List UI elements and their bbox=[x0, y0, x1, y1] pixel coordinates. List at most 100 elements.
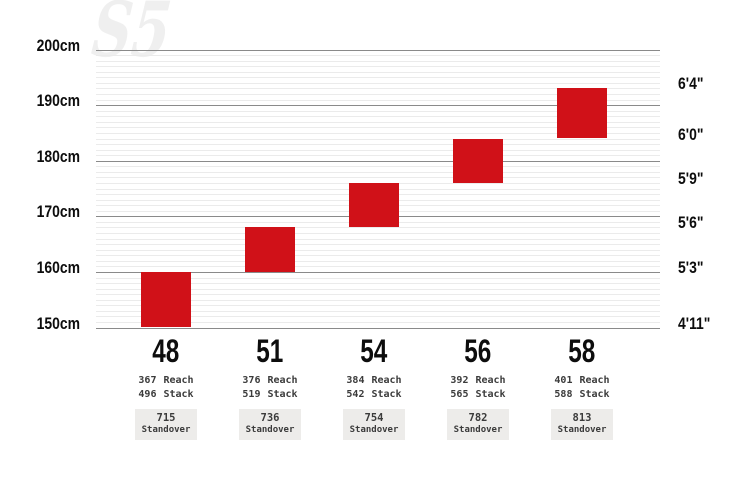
height-range-bar-size-48 bbox=[141, 271, 191, 328]
reach-label: Reach bbox=[163, 375, 194, 386]
reach-label: Reach bbox=[267, 375, 298, 386]
standover-label: Standover bbox=[349, 425, 399, 435]
stack-value: 565 bbox=[450, 389, 469, 400]
y-axis-right-tick-176cm: 5'9" bbox=[678, 168, 704, 188]
y-axis-left-tick-150cm: 150cm bbox=[36, 313, 80, 333]
reach-value: 384 bbox=[346, 375, 365, 386]
standover-box: 736 Standover bbox=[238, 409, 302, 440]
reach-spec: 401 Reach bbox=[554, 375, 609, 387]
standover-box: 782 Standover bbox=[446, 409, 510, 440]
gridline-minor bbox=[96, 299, 660, 301]
gridline-minor bbox=[96, 149, 660, 151]
stack-spec: 588 Stack bbox=[554, 389, 609, 401]
y-axis-right-tick-193cm: 6'4" bbox=[678, 74, 704, 94]
gridline-minor bbox=[96, 66, 660, 68]
gridline-minor bbox=[96, 227, 660, 229]
gridline-minor bbox=[96, 116, 660, 118]
gridline-minor bbox=[96, 321, 660, 323]
standover-value: 782 bbox=[468, 412, 488, 424]
stack-spec: 496 Stack bbox=[138, 389, 193, 401]
geometry-specs: 376 Reach 519 Stack bbox=[242, 375, 297, 401]
reach-label: Reach bbox=[475, 375, 506, 386]
gridline-minor bbox=[96, 121, 660, 123]
stack-label: Stack bbox=[267, 389, 298, 400]
y-axis-left-tick-180cm: 180cm bbox=[36, 146, 80, 166]
reach-spec: 376 Reach bbox=[242, 375, 297, 387]
gridline-minor bbox=[96, 77, 660, 79]
gridline-minor bbox=[96, 171, 660, 173]
gridline-minor bbox=[96, 288, 660, 290]
gridline-minor bbox=[96, 82, 660, 84]
standover-value: 736 bbox=[260, 412, 280, 424]
size-column-48: 48 367 Reach 496 Stack 715 Standover bbox=[114, 335, 218, 440]
gridline-minor bbox=[96, 132, 660, 134]
gridline-minor bbox=[96, 260, 660, 262]
size-column-56: 56 392 Reach 565 Stack 782 Standover bbox=[426, 333, 530, 440]
gridline-major-200cm bbox=[96, 49, 660, 51]
gridline-minor bbox=[96, 277, 660, 279]
standover-value: 754 bbox=[364, 412, 384, 424]
stack-spec: 565 Stack bbox=[450, 389, 505, 401]
gridline-minor bbox=[96, 255, 660, 257]
reach-spec: 392 Reach bbox=[450, 375, 505, 387]
gridline-minor bbox=[96, 71, 660, 73]
y-axis-left-tick-160cm: 160cm bbox=[36, 257, 80, 277]
y-axis-left-tick-200cm: 200cm bbox=[36, 35, 80, 55]
reach-value: 376 bbox=[242, 375, 261, 386]
height-range-bar-size-51 bbox=[245, 227, 295, 272]
stack-value: 496 bbox=[138, 389, 157, 400]
stack-spec: 519 Stack bbox=[242, 389, 297, 401]
reach-value: 367 bbox=[138, 375, 157, 386]
reach-label: Reach bbox=[371, 375, 402, 386]
stack-value: 519 bbox=[242, 389, 261, 400]
y-axis-left-tick-170cm: 170cm bbox=[36, 202, 80, 222]
gridline-minor bbox=[96, 283, 660, 284]
height-range-bar-size-56 bbox=[453, 138, 503, 183]
geometry-specs: 367 Reach 496 Stack bbox=[138, 375, 193, 401]
gridline-minor bbox=[96, 233, 660, 234]
gridline-minor bbox=[96, 249, 660, 251]
frame-size-label: 58 bbox=[568, 333, 596, 369]
stack-label: Stack bbox=[163, 389, 194, 400]
gridline-minor bbox=[96, 55, 660, 57]
y-axis-right-tick-150cm: 4'11" bbox=[678, 313, 711, 333]
standover-value: 715 bbox=[156, 412, 176, 424]
gridline-minor bbox=[96, 110, 660, 112]
standover-label: Standover bbox=[245, 425, 295, 435]
gridline-minor bbox=[96, 316, 660, 318]
stack-value: 542 bbox=[346, 389, 365, 400]
stack-label: Stack bbox=[475, 389, 506, 400]
standover-label: Standover bbox=[453, 425, 503, 435]
size-column-58: 58 401 Reach 588 Stack 813 Standover bbox=[530, 333, 634, 440]
gridline-minor bbox=[96, 60, 660, 62]
gridline-minor bbox=[96, 166, 660, 168]
gridline-minor bbox=[96, 294, 660, 296]
reach-label: Reach bbox=[579, 375, 610, 386]
gridline-minor bbox=[96, 144, 660, 145]
gridline-minor bbox=[96, 310, 660, 312]
geometry-specs: 401 Reach 588 Stack bbox=[554, 375, 609, 401]
gridline-minor bbox=[96, 127, 660, 129]
standover-box: 813 Standover bbox=[550, 409, 614, 440]
gridline-minor bbox=[96, 238, 660, 240]
gridline-minor bbox=[96, 177, 660, 179]
gridline-minor bbox=[96, 155, 660, 157]
frame-size-label: 56 bbox=[464, 333, 492, 369]
y-axis-left-tick-190cm: 190cm bbox=[36, 91, 80, 111]
stack-value: 588 bbox=[554, 389, 573, 400]
standover-box: 715 Standover bbox=[134, 409, 198, 440]
geometry-specs: 392 Reach 565 Stack bbox=[450, 375, 505, 401]
gridline-minor bbox=[96, 305, 660, 307]
reach-spec: 367 Reach bbox=[138, 375, 193, 387]
standover-value: 813 bbox=[572, 412, 592, 424]
reach-value: 392 bbox=[450, 375, 469, 386]
reach-value: 401 bbox=[554, 375, 573, 386]
gridline-minor bbox=[96, 88, 660, 90]
gridline-minor bbox=[96, 138, 660, 140]
reach-spec: 384 Reach bbox=[346, 375, 401, 387]
stack-label: Stack bbox=[371, 389, 402, 400]
gridline-minor bbox=[96, 244, 660, 246]
